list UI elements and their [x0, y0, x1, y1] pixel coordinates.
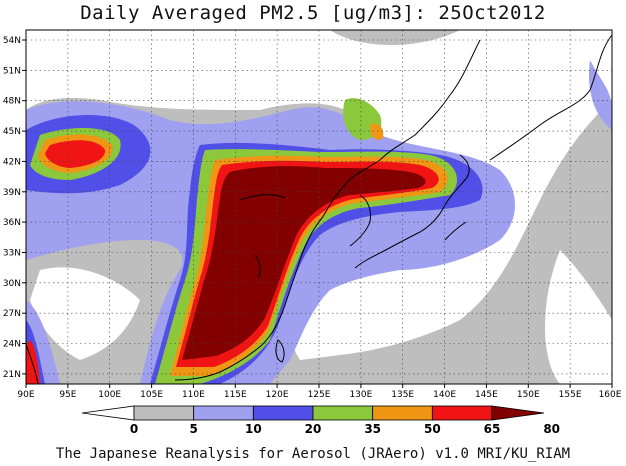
lon-label: 120E [266, 390, 289, 400]
lat-label: 21N [3, 370, 21, 380]
colorbar-label: 20 [305, 422, 322, 436]
concentration-field [26, 30, 612, 384]
gridlines [26, 30, 612, 384]
lon-label: 90E [17, 390, 34, 400]
colorbar-label: 0 [130, 422, 138, 436]
lon-label: 155E [559, 390, 582, 400]
lat-label: 24N [3, 340, 21, 350]
lon-label: 130E [349, 390, 372, 400]
lon-label: 100E [98, 390, 121, 400]
lat-label: 27N [3, 309, 21, 319]
lat-label: 48N [3, 97, 21, 107]
lon-label: 160E [599, 390, 622, 400]
lon-label: 115E [224, 390, 247, 400]
lat-label: 33N [3, 249, 21, 259]
colorbar-label: 65 [484, 422, 501, 436]
colorbar [81, 405, 545, 421]
lat-label: 51N [3, 66, 21, 76]
lon-label: 135E [391, 390, 414, 400]
lon-label: 140E [433, 390, 456, 400]
lat-labels: 21N 24N 27N 30N 33N 36N 39N 42N 45N 48N … [3, 36, 21, 380]
colorbar-segment [133, 405, 195, 421]
lat-label: 39N [3, 188, 21, 198]
lon-label: 145E [475, 390, 498, 400]
colorbar-segment [372, 405, 433, 421]
lat-label: 45N [3, 127, 21, 137]
colorbar-segment [81, 405, 135, 421]
lat-label: 42N [3, 157, 21, 167]
colorbar-label: 10 [245, 422, 262, 436]
colorbar-segment [312, 405, 374, 421]
colorbar-segment [491, 405, 545, 421]
lat-label: 30N [3, 279, 21, 289]
colorbar-label: 35 [364, 422, 381, 436]
lon-label: 150E [517, 390, 540, 400]
lon-label: 110E [182, 390, 205, 400]
colorbar-label: 50 [424, 422, 441, 436]
lon-label: 105E [140, 390, 163, 400]
colorbar-segment [252, 405, 314, 421]
coastlines [26, 34, 612, 384]
tick-marks [22, 39, 613, 388]
footer-credit: The Japanese Reanalysis for Aerosol (JRA… [55, 446, 571, 462]
colorbar-segment [193, 405, 254, 421]
lon-label: 95E [59, 390, 76, 400]
colorbar-labels: 0 5 10 20 35 50 65 80 [130, 422, 560, 436]
colorbar-label: 80 [543, 422, 560, 436]
colorbar-label: 5 [189, 422, 197, 436]
map-title: Daily Averaged PM2.5 [ug/m3]: 25Oct2012 [80, 2, 546, 24]
lon-label: 125E [308, 390, 331, 400]
lon-labels: 90E 95E 100E 105E 110E 115E 120E 125E 13… [17, 390, 621, 400]
lat-label: 36N [3, 218, 21, 228]
colorbar-segment [431, 405, 493, 421]
lat-label: 54N [3, 36, 21, 46]
